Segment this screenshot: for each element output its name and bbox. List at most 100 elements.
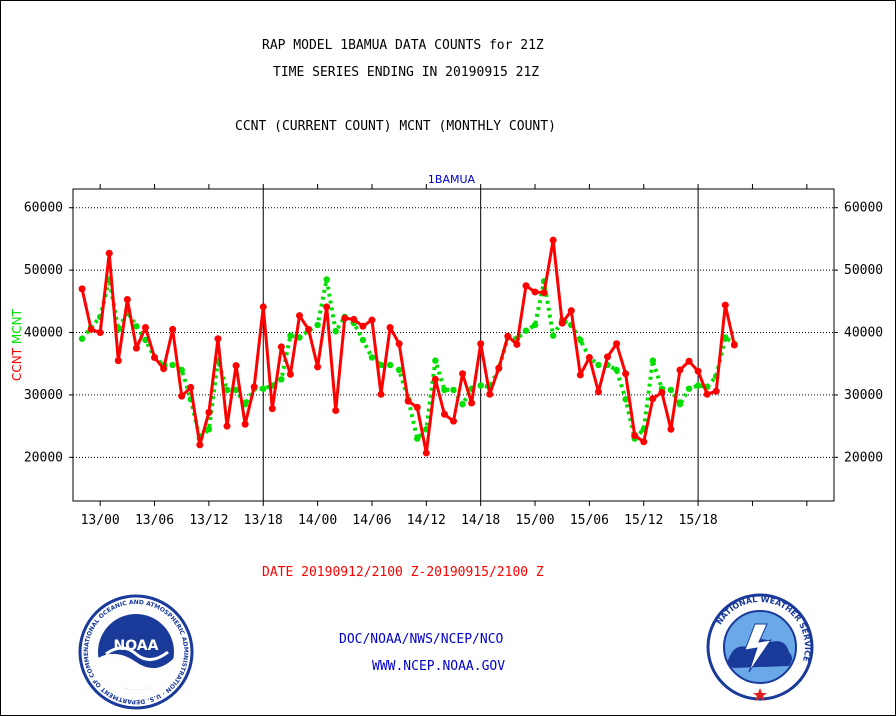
ccnt-series-point — [622, 370, 630, 378]
y-tick-label-left: 60000 — [24, 201, 63, 216]
ccnt-series-point — [377, 390, 385, 398]
ccnt-series-point — [314, 363, 322, 371]
ccnt-series-point — [477, 340, 485, 348]
svg-text:NOAA: NOAA — [114, 638, 159, 654]
noaa-logo: NOAA NATIONAL OCEANIC AND ATMOSPHERIC AD… — [76, 592, 194, 710]
mcnt-series-point — [142, 336, 149, 344]
ccnt-series-point — [341, 314, 349, 322]
ccnt-series-point — [604, 353, 612, 361]
nws-logo: NATIONAL WEATHER SERVICE — [706, 593, 814, 701]
ccnt-series-point — [694, 367, 702, 375]
mcnt-series-point — [694, 382, 702, 389]
ccnt-series-point — [685, 357, 693, 365]
mcnt-series-point — [667, 386, 675, 394]
ccnt-series-point — [305, 325, 313, 333]
mcnt-series-point — [676, 401, 684, 408]
mcnt-series-point — [622, 396, 629, 403]
x-tick-label: 15/18 — [679, 513, 718, 528]
ccnt-series-point — [649, 395, 657, 403]
ccnt-series-point — [241, 420, 249, 428]
ccnt-series-point — [613, 340, 621, 348]
x-tick-label: 13/12 — [189, 513, 228, 528]
ccnt-series-point — [114, 357, 122, 365]
ccnt-series-point — [105, 249, 113, 257]
ccnt-series-point — [703, 390, 711, 398]
mcnt-series-point — [332, 328, 339, 335]
x-tick-label: 15/00 — [515, 513, 554, 528]
mcnt-series-point — [78, 335, 86, 342]
y-label-ccnt: CCNT — [10, 344, 24, 381]
ccnt-series-point — [513, 340, 521, 348]
ccnt-series-point — [323, 303, 331, 311]
x-tick-label: 15/12 — [624, 513, 663, 528]
x-tick-label: 13/00 — [81, 513, 120, 528]
mcnt-series-point — [278, 376, 285, 383]
ccnt-series-point — [286, 370, 294, 378]
x-tick-label: 13/06 — [135, 513, 174, 528]
org-link[interactable]: DOC/NOAA/NWS/NCEP/NCO — [339, 632, 504, 647]
y-tick-label-right: 30000 — [844, 388, 883, 403]
x-tick-label: 14/18 — [461, 513, 500, 528]
ccnt-series-point — [522, 282, 530, 290]
y-tick-label-left: 50000 — [24, 263, 63, 278]
mcnt-series-point — [133, 323, 140, 330]
ccnt-series-point — [431, 375, 439, 383]
y-tick-label-right: 40000 — [844, 326, 883, 341]
header-title-line-2: TIME SERIES ENDING IN 20190915 21Z — [273, 65, 540, 80]
mcnt-series-point — [595, 361, 602, 369]
plot-border — [72, 188, 835, 502]
mcnt-series-point — [549, 332, 557, 339]
y-tick-label-right: 60000 — [844, 201, 883, 216]
ccnt-series-point — [440, 410, 448, 418]
mcnt-series-point — [232, 386, 240, 394]
mcnt-series-point — [287, 332, 294, 339]
ccnt-series-point — [169, 325, 177, 333]
header-title-line-3: CCNT (CURRENT COUNT) MCNT (MONTHLY COUNT… — [235, 119, 556, 134]
mcnt-series-point — [368, 354, 376, 361]
mcnt-series-point — [323, 276, 330, 283]
ccnt-series-point — [332, 407, 340, 415]
ccnt-series-point — [295, 312, 303, 320]
mcnt-series-point — [205, 426, 213, 433]
mcnt-series-point — [722, 334, 729, 341]
ccnt-series-point — [576, 371, 584, 379]
mcnt-series-point — [178, 366, 185, 374]
y-tick-label-left: 40000 — [24, 326, 63, 341]
y-axis-label: CCNT MCNT — [10, 308, 24, 381]
mcnt-series-point — [477, 382, 484, 389]
mcnt-series-point — [531, 321, 539, 329]
date-range-label: DATE 20190912/2100 Z-20190915/2100 Z — [262, 565, 544, 580]
header-title-line-1: RAP MODEL 1BAMUA DATA COUNTS for 21Z — [262, 38, 544, 53]
ccnt-series-point — [277, 343, 285, 351]
ccnt-series-point — [196, 441, 204, 449]
ccnt-series-point — [386, 324, 394, 332]
mcnt-series-point — [577, 336, 584, 344]
ccnt-series-point — [585, 353, 593, 361]
ccnt-series-point — [205, 408, 213, 416]
ccnt-series-point — [214, 335, 222, 343]
ccnt-series-point — [459, 370, 467, 378]
ccnt-series-point — [141, 324, 149, 332]
mcnt-series-point — [613, 366, 620, 374]
ccnt-series-point — [721, 301, 729, 309]
ccnt-series-point — [558, 319, 566, 327]
ccnt-series-point — [160, 365, 168, 373]
ccnt-series-point — [223, 422, 231, 430]
mcnt-series-point — [649, 357, 657, 364]
ccnt-series-point — [96, 329, 104, 337]
mcnt-series-point — [450, 386, 457, 394]
ccnt-series-point — [413, 403, 421, 411]
x-tick-label: 14/12 — [407, 513, 446, 528]
mcnt-series-point — [522, 327, 530, 334]
website-link[interactable]: WWW.NCEP.NOAA.GOV — [372, 659, 506, 674]
ccnt-series-point — [178, 392, 186, 400]
x-tick-label: 15/06 — [570, 513, 609, 528]
mcnt-series-point — [414, 435, 421, 442]
x-tick-label: 14/00 — [298, 513, 337, 528]
x-tick-label: 13/18 — [244, 513, 283, 528]
ccnt-series-point — [658, 388, 666, 396]
ccnt-series-point — [268, 405, 276, 413]
y-tick-label-right: 50000 — [844, 263, 883, 278]
mcnt-series-point — [395, 366, 403, 374]
